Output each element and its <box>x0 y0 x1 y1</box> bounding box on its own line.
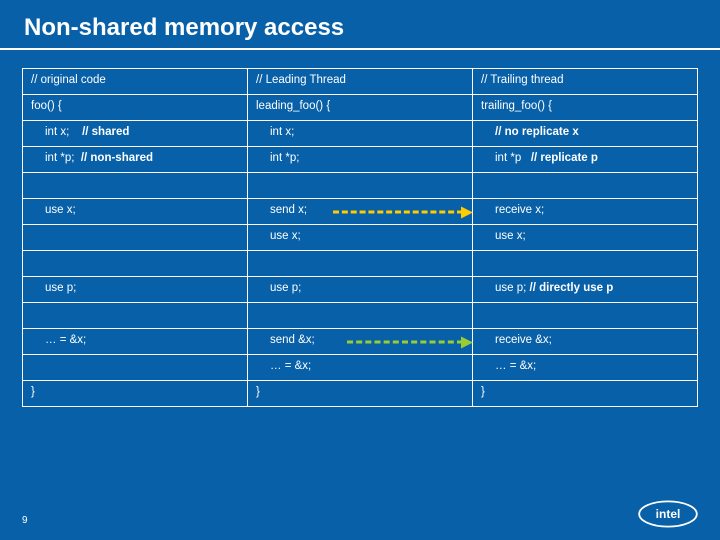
table-row: } } } <box>23 381 698 407</box>
cell-receivex: receive x; <box>473 199 698 225</box>
cell-intp-orig: int *p; // non-shared <box>23 147 248 173</box>
code-table-wrap: // original code // Leading Thread // Tr… <box>0 50 720 407</box>
shared-comment: // shared <box>82 126 129 138</box>
cell-send-addrx: send &x; <box>248 329 473 355</box>
cell-foo-decl: foo() { <box>23 95 248 121</box>
cell-empty <box>23 355 248 381</box>
cell-sendx: send x; <box>248 199 473 225</box>
cell-empty <box>248 303 473 329</box>
col-header-original: // original code <box>23 69 248 95</box>
table-row: int *p; // non-shared int *p; int *p // … <box>23 147 698 173</box>
slide-title: Non-shared memory access <box>0 0 720 48</box>
cell-intp-leading: int *p; <box>248 147 473 173</box>
intp-trail-text: int *p <box>495 152 521 164</box>
cell-usep-orig: use p; <box>23 277 248 303</box>
cell-empty <box>23 303 248 329</box>
table-row: … = &x; … = &x; <box>23 355 698 381</box>
table-row: int x; // shared int x; // no replicate … <box>23 121 698 147</box>
table-row: // original code // Leading Thread // Tr… <box>23 69 698 95</box>
table-row: use x; send x; receive x; <box>23 199 698 225</box>
cell-close-leading: } <box>248 381 473 407</box>
table-row <box>23 173 698 199</box>
send-addrx-text: send &x; <box>270 334 315 346</box>
table-row: foo() { leading_foo() { trailing_foo() { <box>23 95 698 121</box>
nonshared-comment: // non-shared <box>81 152 153 164</box>
cell-no-replicate: // no replicate x <box>473 121 698 147</box>
cell-usex-trailing: use x; <box>473 225 698 251</box>
intp-text: int *p; <box>45 152 74 164</box>
cell-empty <box>23 251 248 277</box>
cell-usep-leading: use p; <box>248 277 473 303</box>
cell-leading-decl: leading_foo() { <box>248 95 473 121</box>
cell-receive-addrx: receive &x; <box>473 329 698 355</box>
cell-empty <box>473 251 698 277</box>
cell-trailing-decl: trailing_foo() { <box>473 95 698 121</box>
svg-text:intel: intel <box>656 507 681 521</box>
cell-empty <box>473 303 698 329</box>
table-row: use x; use x; <box>23 225 698 251</box>
code-table: // original code // Leading Thread // Tr… <box>22 68 698 407</box>
intx-text: int x; <box>45 126 69 138</box>
cell-empty <box>248 173 473 199</box>
cell-intx-leading: int x; <box>248 121 473 147</box>
col-header-trailing: // Trailing thread <box>473 69 698 95</box>
replicate-p-comment: // replicate p <box>531 152 598 164</box>
sendx-text: send x; <box>270 204 307 216</box>
cell-close-trailing: } <box>473 381 698 407</box>
table-row <box>23 251 698 277</box>
page-number: 9 <box>22 515 28 526</box>
cell-close-orig: } <box>23 381 248 407</box>
col-header-leading: // Leading Thread <box>248 69 473 95</box>
directly-use-p-comment: // directly use p <box>530 282 614 294</box>
cell-intp-trailing: int *p // replicate p <box>473 147 698 173</box>
arrow-yellow-icon <box>333 210 463 213</box>
arrow-green-icon <box>347 340 463 343</box>
cell-addrx-orig: … = &x; <box>23 329 248 355</box>
cell-usex-orig: use x; <box>23 199 248 225</box>
cell-assign-leading: … = &x; <box>248 355 473 381</box>
cell-empty <box>473 173 698 199</box>
cell-empty <box>248 251 473 277</box>
cell-usex-leading: use x; <box>248 225 473 251</box>
cell-empty <box>23 225 248 251</box>
cell-assign-trailing: … = &x; <box>473 355 698 381</box>
table-row: … = &x; send &x; receive &x; <box>23 329 698 355</box>
intel-logo-icon: intel <box>638 500 698 528</box>
cell-intx-orig: int x; // shared <box>23 121 248 147</box>
table-row: use p; use p; use p; // directly use p <box>23 277 698 303</box>
cell-empty <box>23 173 248 199</box>
table-row <box>23 303 698 329</box>
usep-trail-text: use p; <box>495 282 526 294</box>
cell-usep-trailing: use p; // directly use p <box>473 277 698 303</box>
